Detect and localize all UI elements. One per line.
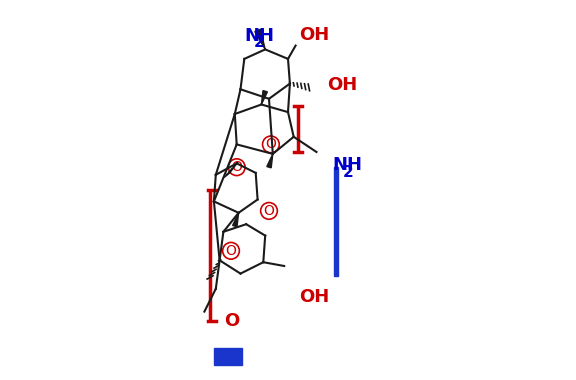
Text: 2: 2	[342, 165, 353, 180]
Text: OH: OH	[300, 288, 329, 306]
Text: NH: NH	[244, 27, 274, 45]
Text: NH: NH	[333, 156, 363, 174]
Polygon shape	[255, 29, 265, 49]
Text: O: O	[231, 160, 242, 174]
Text: O: O	[226, 244, 236, 258]
Text: OH: OH	[327, 76, 357, 95]
Text: OH: OH	[298, 26, 329, 44]
Text: O: O	[266, 138, 276, 151]
Bar	[334, 167, 338, 276]
Polygon shape	[262, 90, 267, 105]
Text: 2: 2	[254, 35, 264, 51]
Bar	[214, 348, 242, 365]
Polygon shape	[267, 154, 273, 168]
Text: O: O	[225, 312, 240, 330]
Text: O: O	[264, 204, 274, 218]
Polygon shape	[233, 213, 238, 227]
